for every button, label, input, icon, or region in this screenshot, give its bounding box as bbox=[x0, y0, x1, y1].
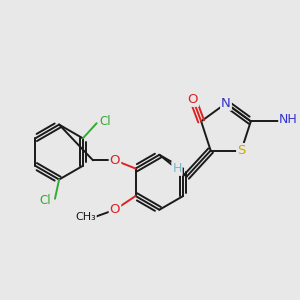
Text: Cl: Cl bbox=[100, 115, 111, 128]
Text: S: S bbox=[237, 144, 245, 157]
Text: CH₃: CH₃ bbox=[75, 212, 96, 222]
Text: Cl: Cl bbox=[40, 194, 51, 207]
Text: O: O bbox=[110, 203, 120, 216]
Text: N: N bbox=[221, 97, 231, 110]
Text: H: H bbox=[172, 162, 182, 175]
Text: NH: NH bbox=[279, 113, 298, 127]
Text: O: O bbox=[110, 154, 120, 167]
Text: O: O bbox=[188, 93, 198, 106]
